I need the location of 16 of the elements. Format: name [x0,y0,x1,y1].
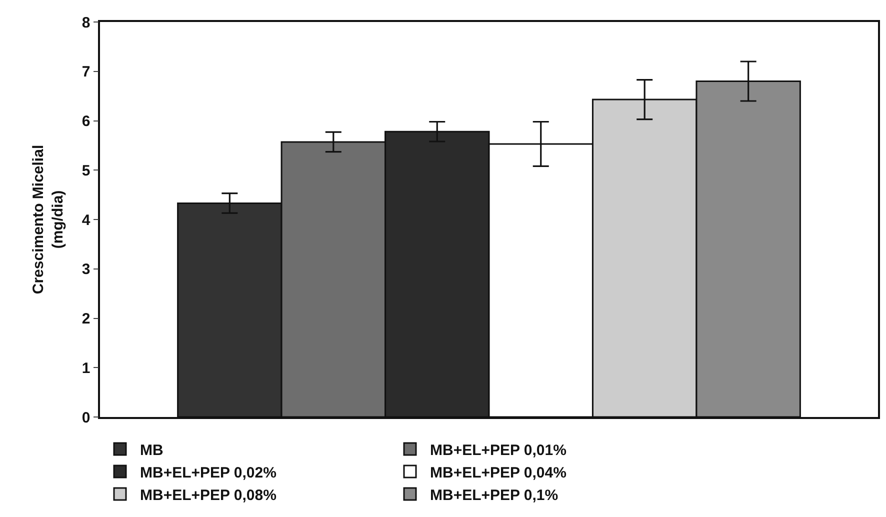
legend-label: MB+EL+PEP 0,08% [140,486,276,504]
y-tick-label: 4 [82,212,91,229]
y-tick-label: 6 [82,113,90,130]
y-tick-label: 7 [82,64,90,81]
y-tick-label: 1 [82,360,90,377]
legend-label: MB+EL+PEP 0,02% [140,464,276,482]
y-axis-title: Crescimento Micelial (mg/dia) [30,144,67,294]
y-tick-label: 8 [82,14,90,32]
legend-label: MB+EL+PEP 0,1% [430,486,558,504]
legend-label: MB+EL+PEP 0,04% [430,464,566,482]
y-tick-label: 2 [82,310,90,328]
y-tick-label: 3 [82,261,90,278]
legend-label: MB [140,442,164,459]
y-tick-label: 0 [82,409,90,426]
y-tick-label: 5 [82,162,90,180]
legend-label: MB+EL+PEP 0,01% [430,442,566,459]
